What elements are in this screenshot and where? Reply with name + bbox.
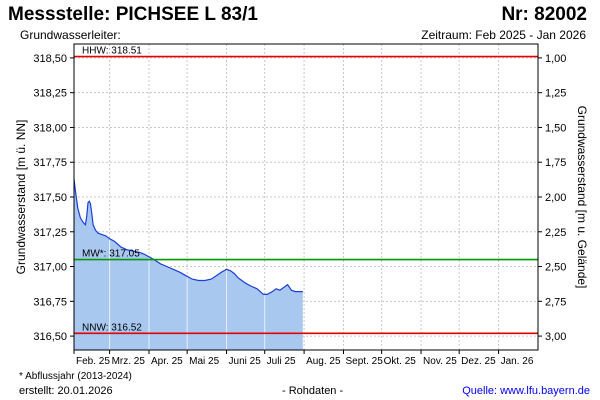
data-area — [74, 178, 303, 350]
y-tick-label-left: 316,75 — [33, 296, 67, 308]
x-tick-label: Nov. 25 — [423, 356, 457, 367]
x-tick-label: Feb. 25 — [76, 356, 110, 367]
grid-layer — [73, 44, 538, 350]
y-tick-label-right: 1,25 — [545, 88, 566, 100]
y-tick-label-right: 1,75 — [545, 157, 566, 169]
source-link[interactable]: Quelle: www.lfu.bayern.de — [462, 385, 590, 397]
x-tick-label: Aug. 25 — [306, 356, 341, 367]
x-axis: Feb. 25 Mrz. 25 Apr. 25 Mai 25 Juni 25 Juli 2… — [73, 350, 534, 367]
y-axis-left: 316,50 316,75 317,00 317,25 317,50 317,75 318,… — [33, 53, 74, 343]
x-tick-label: Okt. 25 — [384, 356, 417, 367]
created-date: erstellt: 20.01.2026 — [19, 385, 113, 397]
x-tick-label: Jan. 26 — [501, 356, 534, 367]
y-tick-label-left: 317,75 — [33, 157, 67, 169]
hhw-label: HHW: 318.51 — [82, 46, 142, 57]
y-axis-label-right: Grundwasserstand [m u. Gelände] — [575, 106, 589, 289]
y-tick-label-left: 316,50 — [33, 331, 67, 343]
x-tick-label: Sept. 25 — [346, 356, 384, 367]
y-axis-label-left: Grundwasserstand [m ü. NN] — [14, 120, 28, 275]
data-line — [73, 178, 303, 295]
x-tick-label: Mai 25 — [189, 356, 219, 367]
reference-lines-layer: HHW: 318.51 MW*: 317.05 NNW: 316.52 — [74, 46, 538, 335]
y-tick-label-left: 317,50 — [33, 192, 67, 204]
x-tick-label: Apr. 25 — [151, 356, 183, 367]
y-tick-label-right: 3,00 — [545, 331, 566, 343]
y-tick-label-right: 2,75 — [545, 296, 566, 308]
station-number: Nr: 82002 — [501, 4, 587, 25]
y-tick-label-right: 1,50 — [545, 122, 566, 134]
y-tick-label-left: 318,50 — [33, 53, 67, 65]
y-tick-label-right: 2,00 — [545, 192, 566, 204]
x-tick-label: Mrz. 25 — [112, 356, 146, 367]
page-title: Messstelle: PICHSEE L 83/1 — [8, 4, 258, 25]
x-tick-label: Juni 25 — [229, 356, 262, 367]
y-tick-label-left: 317,00 — [33, 262, 67, 274]
y-tick-label-right: 2,25 — [545, 227, 566, 239]
time-range: Zeitraum: Feb 2025 - Jan 2026 — [421, 28, 586, 42]
data-area-layer — [73, 178, 303, 350]
y-tick-label-left: 317,25 — [33, 227, 67, 239]
mw-label: MW*: 317.05 — [82, 249, 140, 260]
aquifer-label: Grundwasserleiter: — [20, 28, 121, 42]
y-tick-label-left: 318,25 — [33, 88, 67, 100]
y-tick-label-right: 2,50 — [545, 262, 566, 274]
x-tick-label: Juli 25 — [267, 356, 296, 367]
y-tick-label-left: 318,00 — [33, 122, 67, 134]
y-axis-right: 1,00 1,25 1,50 1,75 2,00 2,25 2,50 2,75 3,00 — [538, 53, 566, 343]
footnote: * Abflussjahr (2013-2024) — [19, 371, 132, 382]
y-tick-label-right: 1,00 — [545, 53, 566, 65]
raw-data-note: - Rohdaten - — [282, 385, 344, 397]
nnw-label: NNW: 316.52 — [82, 322, 142, 333]
x-tick-label: Dez. 25 — [461, 356, 496, 367]
